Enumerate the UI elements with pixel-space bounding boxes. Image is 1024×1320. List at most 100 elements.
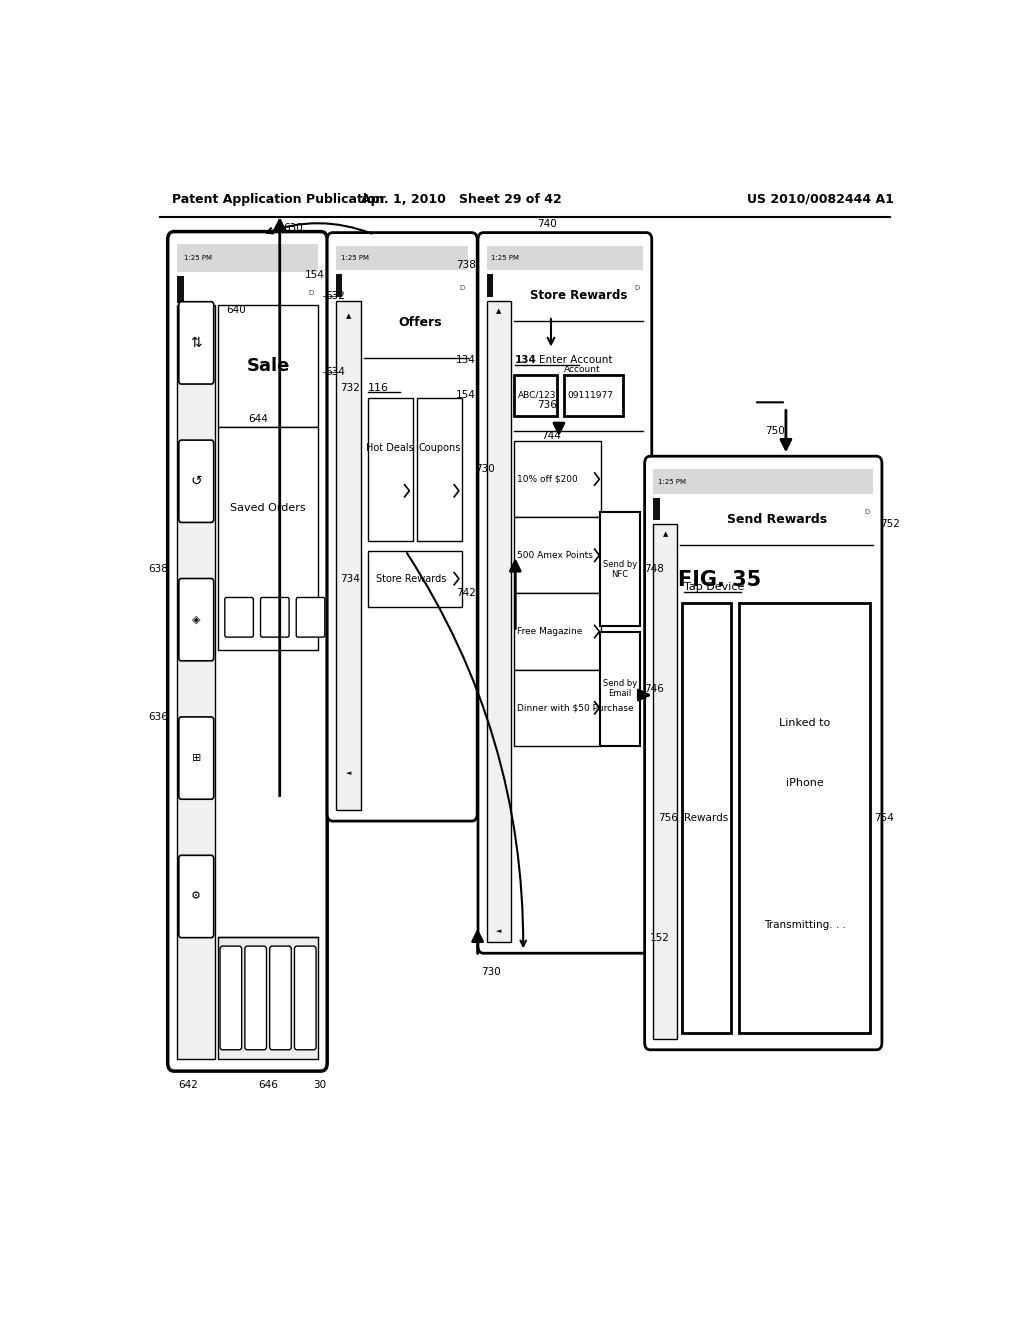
Text: Linked to: Linked to <box>779 718 830 727</box>
Text: Hot Deals: Hot Deals <box>367 444 414 453</box>
Text: Send by
Email: Send by Email <box>603 678 637 698</box>
Text: D: D <box>308 289 314 296</box>
Text: 1:25 PM: 1:25 PM <box>183 255 212 261</box>
Text: 738: 738 <box>456 260 475 271</box>
Text: Dinner with $50 Purchase: Dinner with $50 Purchase <box>517 704 634 713</box>
Text: 636: 636 <box>147 713 168 722</box>
Text: Apr. 1, 2010   Sheet 29 of 42: Apr. 1, 2010 Sheet 29 of 42 <box>360 193 562 206</box>
Text: 744: 744 <box>541 430 561 441</box>
Text: 642: 642 <box>178 1080 198 1090</box>
Text: 630: 630 <box>284 223 303 232</box>
Text: 10% off $200: 10% off $200 <box>517 475 578 483</box>
FancyBboxPatch shape <box>179 302 214 384</box>
Bar <box>177 305 215 1059</box>
Bar <box>486 301 511 942</box>
Bar <box>514 441 601 517</box>
Bar <box>336 275 342 297</box>
Text: ABC/123: ABC/123 <box>518 391 556 400</box>
Bar <box>177 276 184 302</box>
Text: 116: 116 <box>368 383 389 393</box>
Text: Offers: Offers <box>398 315 442 329</box>
Text: 1:25 PM: 1:25 PM <box>341 255 369 261</box>
Text: ◈: ◈ <box>191 615 201 624</box>
Text: D: D <box>460 285 465 292</box>
Text: 154: 154 <box>456 391 475 400</box>
Bar <box>177 244 317 272</box>
Text: ↺: ↺ <box>190 474 202 488</box>
Text: 634: 634 <box>325 367 345 376</box>
Text: 640: 640 <box>226 305 246 315</box>
FancyBboxPatch shape <box>179 440 214 523</box>
Text: Store Rewards: Store Rewards <box>376 574 446 583</box>
FancyBboxPatch shape <box>179 717 214 799</box>
Text: ▲: ▲ <box>346 313 351 319</box>
Bar <box>218 426 317 651</box>
FancyBboxPatch shape <box>225 598 253 638</box>
Text: 754: 754 <box>874 813 894 822</box>
Bar <box>336 301 361 810</box>
Bar <box>514 517 601 594</box>
Text: ▲: ▲ <box>496 308 502 314</box>
Text: 500 Amex Points: 500 Amex Points <box>517 550 593 560</box>
Bar <box>653 524 677 1039</box>
Bar <box>739 602 870 1032</box>
Bar <box>368 399 413 541</box>
Text: Enter Account: Enter Account <box>539 355 612 364</box>
Text: 154: 154 <box>305 271 325 280</box>
Bar <box>514 594 601 669</box>
Bar <box>336 246 468 271</box>
Text: 750: 750 <box>765 426 784 436</box>
Text: D: D <box>864 510 869 515</box>
Text: 134: 134 <box>456 355 475 364</box>
Text: 1:25 PM: 1:25 PM <box>658 479 686 484</box>
FancyBboxPatch shape <box>328 232 477 821</box>
FancyBboxPatch shape <box>168 231 328 1071</box>
Text: 730: 730 <box>475 465 496 474</box>
Bar <box>417 399 462 541</box>
Text: 734: 734 <box>340 574 359 583</box>
Bar <box>600 512 640 627</box>
Text: Tap Device: Tap Device <box>684 582 743 593</box>
Text: Send Rewards: Send Rewards <box>727 512 826 525</box>
Text: 152: 152 <box>650 933 670 942</box>
FancyBboxPatch shape <box>645 457 882 1049</box>
Text: Rewards: Rewards <box>684 813 729 822</box>
Text: Store Rewards: Store Rewards <box>529 289 627 302</box>
Bar <box>682 602 731 1032</box>
Text: 30: 30 <box>313 1080 326 1090</box>
Text: Coupons: Coupons <box>419 444 461 453</box>
FancyBboxPatch shape <box>295 946 316 1049</box>
Text: ⊞: ⊞ <box>191 754 201 763</box>
Bar <box>600 631 640 746</box>
FancyBboxPatch shape <box>296 598 325 638</box>
FancyBboxPatch shape <box>260 598 289 638</box>
Text: 638: 638 <box>147 564 168 574</box>
Text: ⚙: ⚙ <box>191 891 202 902</box>
Bar <box>486 275 494 297</box>
Text: FIG. 35: FIG. 35 <box>678 570 761 590</box>
Bar <box>486 246 643 271</box>
Bar <box>514 669 601 746</box>
Text: 752: 752 <box>881 519 900 529</box>
Text: Transmitting. . .: Transmitting. . . <box>764 920 846 931</box>
FancyBboxPatch shape <box>179 578 214 661</box>
Text: ◄: ◄ <box>346 771 351 776</box>
FancyBboxPatch shape <box>269 946 291 1049</box>
Text: ⇅: ⇅ <box>190 335 202 350</box>
Text: Free Magazine: Free Magazine <box>517 627 583 636</box>
Text: 632: 632 <box>325 290 345 301</box>
FancyBboxPatch shape <box>245 946 266 1049</box>
Text: Patent Application Publication: Patent Application Publication <box>172 193 384 206</box>
Text: 730: 730 <box>481 966 502 977</box>
FancyBboxPatch shape <box>478 232 652 953</box>
FancyBboxPatch shape <box>179 855 214 937</box>
Text: Account: Account <box>563 366 600 375</box>
Bar <box>653 498 659 520</box>
Text: 742: 742 <box>456 589 475 598</box>
Text: 740: 740 <box>538 219 557 230</box>
Bar <box>218 937 317 1059</box>
Text: 746: 746 <box>644 684 664 694</box>
Text: 756: 756 <box>658 813 678 822</box>
Text: 134: 134 <box>515 355 538 364</box>
Text: D: D <box>634 285 639 292</box>
